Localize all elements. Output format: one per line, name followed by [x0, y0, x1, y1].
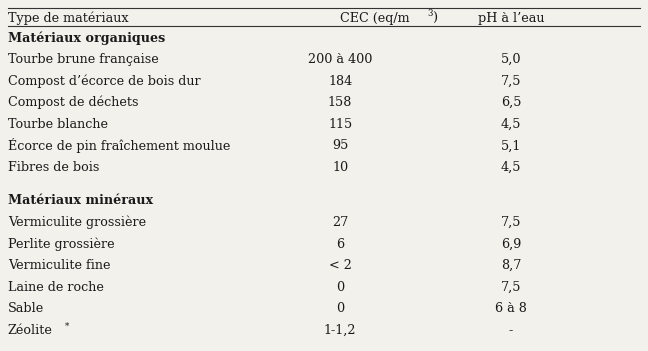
Text: 4,5: 4,5 — [501, 161, 522, 174]
Text: 5,0: 5,0 — [501, 53, 522, 66]
Text: 27: 27 — [332, 216, 348, 229]
Text: 95: 95 — [332, 139, 349, 152]
Text: Perlite grossière: Perlite grossière — [8, 237, 115, 251]
Text: 4,5: 4,5 — [501, 118, 522, 131]
Text: Laine de roche: Laine de roche — [8, 281, 104, 294]
Text: 200 à 400: 200 à 400 — [308, 53, 373, 66]
Text: -: - — [509, 324, 513, 337]
Text: Matériaux organiques: Matériaux organiques — [8, 31, 165, 45]
Text: 6,5: 6,5 — [501, 96, 522, 109]
Text: ): ) — [432, 12, 437, 25]
Text: pH à l’eau: pH à l’eau — [478, 12, 544, 25]
Text: 6: 6 — [336, 238, 344, 251]
Text: Tourbe blanche: Tourbe blanche — [8, 118, 108, 131]
Text: Sable: Sable — [8, 303, 44, 316]
Text: 8,7: 8,7 — [501, 259, 521, 272]
Text: 7,5: 7,5 — [501, 281, 522, 294]
Text: 5,1: 5,1 — [501, 139, 521, 152]
Text: 0: 0 — [336, 303, 344, 316]
Text: 0: 0 — [336, 281, 344, 294]
Text: 10: 10 — [332, 161, 348, 174]
Text: 7,5: 7,5 — [501, 75, 522, 88]
Text: *: * — [65, 322, 69, 331]
Text: 115: 115 — [328, 118, 353, 131]
Text: Type de matériaux: Type de matériaux — [8, 11, 128, 25]
Text: CEC (eq/m: CEC (eq/m — [340, 12, 410, 25]
Text: < 2: < 2 — [329, 259, 352, 272]
Text: Vermiculite grossière: Vermiculite grossière — [8, 216, 146, 229]
Text: 3: 3 — [427, 9, 433, 18]
Text: 184: 184 — [328, 75, 353, 88]
Text: Zéolite: Zéolite — [8, 324, 52, 337]
Text: 6,9: 6,9 — [501, 238, 521, 251]
Text: 6 à 8: 6 à 8 — [495, 303, 527, 316]
Text: Écorce de pin fraîchement moulue: Écorce de pin fraîchement moulue — [8, 138, 230, 153]
Text: Matériaux minéraux: Matériaux minéraux — [8, 194, 153, 207]
Text: Vermiculite fine: Vermiculite fine — [8, 259, 110, 272]
Text: 7,5: 7,5 — [501, 216, 522, 229]
Text: Compost de déchets: Compost de déchets — [8, 96, 138, 110]
Text: 158: 158 — [328, 96, 353, 109]
Text: Tourbe brune française: Tourbe brune française — [8, 53, 159, 66]
Text: 1-1,2: 1-1,2 — [324, 324, 356, 337]
Text: Compost d’écorce de bois dur: Compost d’écorce de bois dur — [8, 74, 200, 88]
Text: Fibres de bois: Fibres de bois — [8, 161, 99, 174]
